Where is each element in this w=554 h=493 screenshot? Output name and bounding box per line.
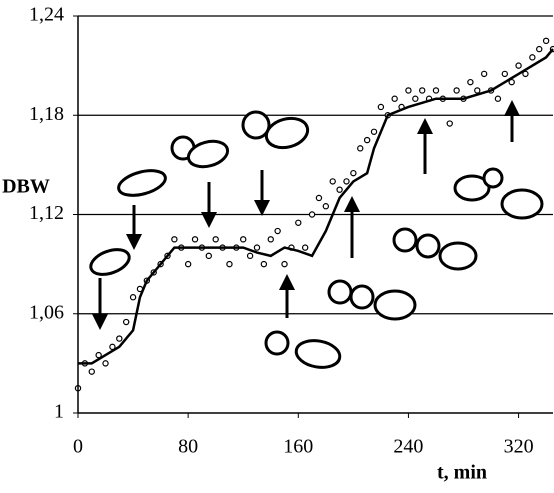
cell-drawings <box>89 110 544 369</box>
cell-drawing <box>264 330 290 356</box>
data-point <box>184 260 192 268</box>
cell-drawing <box>241 110 271 140</box>
data-point <box>315 194 323 202</box>
x-tick-label: 320 <box>504 436 534 458</box>
arrowhead <box>254 200 270 216</box>
data-point <box>281 260 288 268</box>
data-point <box>405 87 412 94</box>
data-point <box>322 203 330 210</box>
data-point <box>494 95 502 102</box>
data-point <box>205 252 212 260</box>
data-point <box>267 236 274 243</box>
data-point <box>260 260 268 268</box>
cell-drawing <box>415 233 441 259</box>
data-point <box>116 335 123 342</box>
cell-drawing <box>453 174 491 202</box>
data-point <box>343 178 350 185</box>
data-point <box>480 70 488 78</box>
trend-line <box>78 48 554 365</box>
grid-layer <box>78 15 553 315</box>
data-point <box>522 70 529 78</box>
y-tick-label: 1 <box>54 401 64 423</box>
x-tick-label: 0 <box>73 436 83 458</box>
x-tick-label: 160 <box>283 436 313 458</box>
data-point <box>515 62 522 69</box>
arrowhead <box>126 234 142 250</box>
arrowhead <box>279 274 295 290</box>
data-point <box>474 87 481 94</box>
cell-drawing <box>438 241 478 271</box>
x-tick-label: 80 <box>178 436 198 458</box>
y-axis-label: DBW <box>2 176 50 198</box>
y-tick-label: 1,06 <box>29 301 64 323</box>
data-point <box>122 318 130 326</box>
data-point <box>453 87 460 94</box>
cell-drawing <box>373 289 417 321</box>
cell-drawing <box>482 167 504 189</box>
arrowhead <box>92 314 108 330</box>
cell-drawing <box>117 169 167 197</box>
x-axis-label: t, min <box>437 462 487 484</box>
cell-drawing <box>349 284 375 310</box>
data-point <box>508 78 515 86</box>
arrowhead <box>344 196 360 212</box>
data-point <box>129 294 137 301</box>
data-point <box>109 343 116 351</box>
data-point <box>329 178 336 185</box>
data-point <box>336 186 343 193</box>
y-tick-label: 1,18 <box>29 103 64 125</box>
data-point <box>529 54 536 61</box>
data-point <box>419 87 426 94</box>
data-point <box>88 368 95 375</box>
arrowhead <box>504 100 520 116</box>
x-tick-label: 240 <box>393 436 423 458</box>
data-point <box>308 211 316 218</box>
data-point <box>102 360 109 367</box>
y-tick-label: 1,24 <box>29 4 64 26</box>
data-point <box>391 95 398 102</box>
data-point <box>212 236 219 243</box>
cell-drawing <box>500 188 544 220</box>
data-point <box>377 103 385 111</box>
data-point <box>274 227 281 235</box>
arrows <box>92 100 520 330</box>
cell-drawing <box>186 139 230 169</box>
data-point <box>536 45 543 53</box>
arrowhead <box>201 212 217 228</box>
data-point <box>191 236 199 243</box>
data-point <box>295 219 302 226</box>
data-point <box>467 78 474 86</box>
cell-drawing <box>264 116 310 150</box>
data-point <box>240 236 247 243</box>
data-point <box>357 145 364 152</box>
cell-drawing <box>294 339 342 369</box>
data-point <box>432 87 440 94</box>
data-point <box>446 120 453 127</box>
data-point <box>226 260 233 268</box>
cell-drawing <box>392 227 418 253</box>
plot-layer <box>74 37 554 392</box>
arrowhead <box>417 118 433 134</box>
data-point <box>350 169 357 177</box>
data-point <box>246 252 254 260</box>
cell-drawing <box>327 279 353 305</box>
data-point <box>95 351 102 359</box>
data-point <box>370 128 378 135</box>
y-tick-label: 1,12 <box>29 202 64 224</box>
data-point <box>501 70 509 78</box>
data-point <box>542 37 550 45</box>
data-point <box>171 236 178 243</box>
data-point <box>301 244 309 251</box>
cell-drawing <box>89 248 131 276</box>
data-point <box>412 95 419 102</box>
data-point <box>363 136 371 144</box>
data-point <box>253 244 261 251</box>
